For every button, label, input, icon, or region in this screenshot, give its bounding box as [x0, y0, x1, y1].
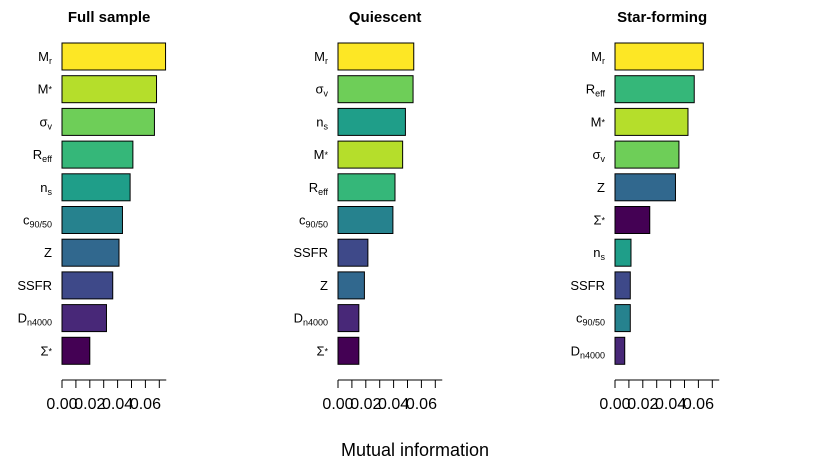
bar-m-r — [61, 42, 167, 71]
category-label-c-90-50: c90/50 — [299, 213, 328, 230]
bar-d-n4000 — [61, 304, 107, 333]
category-label-z: Z — [597, 180, 605, 195]
panel-full-sample: Full sample Mr M* σv Reff ns c90/50 Z SSFR Dn4000… — [17, 9, 167, 413]
category-label-: Σ* — [593, 213, 605, 228]
category-label-m-r: Mr — [591, 49, 605, 66]
bar- — [61, 336, 91, 365]
bar-ssfr — [61, 271, 114, 300]
x-tick-label: 0.02 — [627, 396, 658, 413]
panel-title: Full sample — [68, 9, 151, 26]
category-label-r-eff: Reff — [33, 147, 53, 164]
x-tick-label: 0.02 — [350, 396, 381, 413]
bar-r-eff — [614, 75, 695, 104]
category-label-m-r: Mr — [38, 49, 52, 66]
x-tick-label: 0.04 — [655, 396, 686, 413]
bar-v — [337, 75, 414, 104]
category-label-d-n4000: Dn4000 — [18, 311, 52, 328]
bar-v — [61, 107, 155, 136]
category-label-n-s: ns — [316, 114, 328, 131]
x-axis-label: Mutual information — [341, 440, 489, 460]
category-label-n-s: ns — [593, 245, 605, 262]
category-label-m-r: Mr — [314, 49, 328, 66]
bar-v — [614, 140, 680, 169]
category-label-v: σv — [315, 82, 328, 99]
bar-z — [61, 238, 120, 267]
bar-z — [614, 173, 676, 202]
category-label-d-n4000: Dn4000 — [294, 311, 328, 328]
category-label-c-90-50: c90/50 — [576, 311, 605, 328]
category-label-v: σv — [39, 114, 52, 131]
x-tick-label: 0.02 — [74, 396, 105, 413]
x-tick-label: 0.04 — [102, 396, 133, 413]
bar-n-s — [61, 173, 131, 202]
bar-r-eff — [61, 140, 134, 169]
bar-z — [337, 271, 365, 300]
bar- — [337, 336, 360, 365]
bar- — [614, 206, 651, 234]
x-tick-label: 0.00 — [599, 396, 630, 413]
category-label-ssfr: SSFR — [17, 278, 52, 293]
x-tick-label: 0.04 — [378, 396, 409, 413]
bar-m-r — [337, 42, 415, 71]
bar-ssfr — [337, 238, 369, 267]
bar-ssfr — [614, 271, 631, 300]
bar-m — [614, 107, 689, 136]
bar-r-eff — [337, 173, 396, 202]
panel-quiescent: Quiescent Mr σv ns M* Reff c90/50 SSFR Z Dn4000 Σ*… — [293, 9, 443, 413]
category-label-m: M* — [591, 114, 606, 129]
x-tick-label: 0.00 — [46, 396, 77, 413]
category-label-ssfr: SSFR — [570, 278, 605, 293]
panel-title: Quiescent — [349, 9, 422, 26]
category-label-c-90-50: c90/50 — [23, 213, 52, 230]
category-label-m: M* — [314, 147, 329, 162]
bar-c-90-50 — [337, 206, 394, 234]
category-label-z: Z — [44, 245, 52, 260]
bar-n-s — [337, 107, 406, 136]
bar-m — [61, 75, 158, 104]
bar-c-90-50 — [614, 304, 631, 333]
x-tick-label: 0.06 — [406, 396, 437, 413]
category-label-r-eff: Reff — [586, 82, 606, 99]
category-label-: Σ* — [316, 343, 328, 358]
bar-c-90-50 — [61, 206, 123, 234]
category-label-z: Z — [320, 278, 328, 293]
category-label-d-n4000: Dn4000 — [571, 343, 605, 360]
x-tick-label: 0.06 — [130, 396, 161, 413]
panel-title: Star-forming — [617, 9, 707, 26]
category-label-n-s: ns — [40, 180, 52, 197]
bar-d-n4000 — [337, 304, 360, 333]
category-label-v: σv — [592, 147, 605, 164]
category-label-r-eff: Reff — [309, 180, 329, 197]
bar-d-n4000 — [614, 336, 626, 365]
category-label-: Σ* — [40, 343, 52, 358]
category-label-ssfr: SSFR — [293, 245, 328, 260]
bar-n-s — [614, 238, 632, 267]
category-label-m: M* — [38, 82, 53, 97]
panel-star-forming: Star-forming Mr Reff M* σv Z Σ* ns SSFR c90/50 Dn4… — [570, 9, 720, 413]
x-tick-label: 0.06 — [683, 396, 714, 413]
bar-m-r — [614, 42, 704, 71]
bar-m — [337, 140, 404, 169]
x-tick-label: 0.00 — [322, 396, 353, 413]
